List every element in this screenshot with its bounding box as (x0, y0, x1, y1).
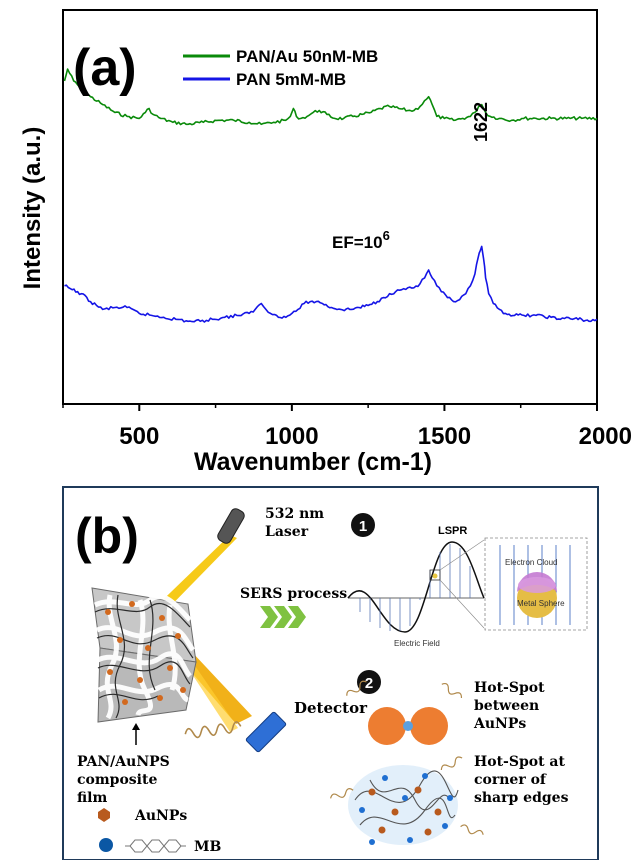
series-line-1 (63, 68, 598, 126)
tick-layer: 500 1000 1500 2000 (62, 404, 632, 450)
step2-badge (357, 670, 381, 694)
legend-label-green: PAN/Au 50nM-MB (236, 47, 378, 66)
electric-field-label: Electric Field (394, 639, 440, 648)
metal-sphere-inset (484, 537, 588, 631)
series-line-2 (64, 245, 598, 323)
film-label-line1: PAN/AuNPS (77, 754, 170, 770)
sers-process-label: SERS process (240, 586, 347, 602)
detector-device (245, 711, 287, 753)
mb-legend-label: MB (194, 839, 221, 855)
aunps-legend-icon (98, 808, 110, 822)
y-axis-label: Intensity (a.u.) (19, 127, 46, 290)
process-chevrons (260, 606, 306, 628)
laser-device (217, 508, 245, 544)
mb-molecule-icon (125, 839, 186, 853)
lspr-title: LSPR (438, 525, 467, 537)
peak-annotation: 1622 (471, 102, 491, 142)
mb-legend-icon (99, 838, 113, 852)
legend: PAN/Au 50nM-MB PAN 5mM-MB (183, 47, 378, 89)
ef-superscript: 6 (383, 228, 390, 243)
step1-number: 1 (359, 518, 367, 535)
composite-film-graphic (91, 587, 197, 723)
scattered-wave (184, 721, 242, 739)
series-layer (63, 68, 598, 323)
step2-number: 2 (365, 675, 373, 692)
metal-sphere-label: Metal Sphere (517, 599, 565, 608)
hotspot1-line1: Hot-Spot (474, 680, 545, 696)
panel-b: (b) (62, 486, 599, 861)
detector-label: Detector (294, 699, 368, 717)
laser-label-line1: 532 nm (265, 506, 324, 522)
laser-label-line2: Laser (265, 524, 309, 540)
x-axis-label: Wavenumber (cm-1) (194, 448, 432, 476)
x-tick-label-1000: 1000 (265, 423, 318, 450)
ef-text: EF=10 (332, 233, 383, 252)
legend-label-blue: PAN 5mM-MB (236, 70, 346, 89)
panel-a-label: (a) (73, 39, 137, 97)
x-tick-label-2000: 2000 (579, 423, 632, 450)
aunps-legend-label: AuNPs (134, 808, 187, 824)
hotspot2-line1: Hot-Spot at (474, 754, 565, 770)
electron-cloud-label: Electron Cloud (505, 558, 557, 567)
step1-badge (351, 513, 375, 537)
x-tick-label-1500: 1500 (418, 423, 471, 450)
aunp-dimer-graphic (346, 680, 463, 745)
hotspot2-line2: corner of (474, 772, 547, 788)
film-label-line3: film (77, 790, 107, 806)
x-tick-label-500: 500 (119, 423, 159, 450)
hotspot1-line2: between (474, 698, 539, 714)
panel-b-label: (b) (75, 508, 139, 564)
enhancement-factor: EF=106 (332, 228, 390, 252)
panel-a: 500 1000 1500 2000 (a) PAN/Au 50nM-MB PAN 5… (19, 9, 632, 476)
plot-frame (62, 9, 598, 405)
lspr-wave-diagram (347, 539, 485, 633)
hotspot1-line3: AuNPs (473, 716, 526, 732)
film-label-line2: composite (77, 772, 157, 788)
sharp-edge-network-graphic (330, 756, 484, 845)
hotspot2-line3: sharp edges (474, 790, 569, 806)
